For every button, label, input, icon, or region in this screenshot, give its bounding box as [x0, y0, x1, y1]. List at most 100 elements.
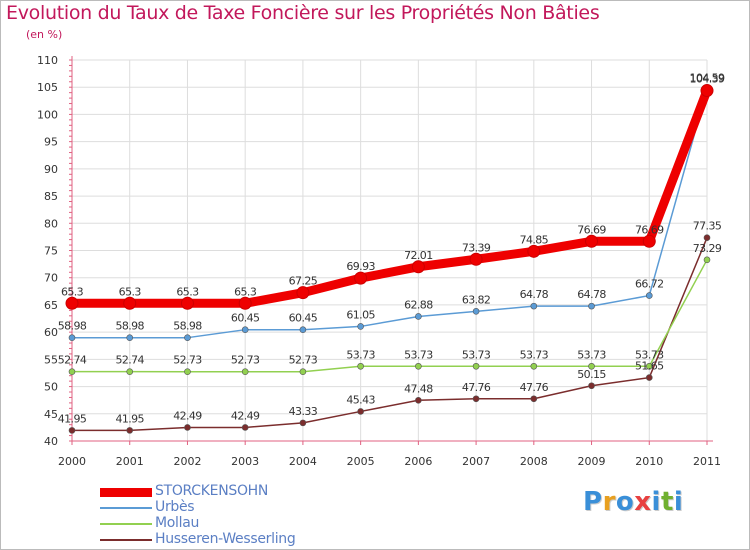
data-point — [469, 252, 483, 266]
data-point — [241, 424, 249, 431]
data-label: 73.39 — [462, 241, 491, 254]
x-tick-label: 2010 — [635, 455, 663, 468]
data-label: 76.69 — [635, 223, 664, 236]
legend-swatch — [100, 487, 152, 497]
x-tick-label: 2007 — [462, 455, 490, 468]
proxiti-logo: Proxiti — [583, 487, 684, 517]
data-point — [126, 368, 134, 375]
data-label: 42.49 — [173, 409, 202, 422]
y-tick-label: 100 — [37, 108, 58, 121]
data-point — [184, 334, 191, 341]
data-label: 53.73 — [346, 348, 375, 361]
series-line-urb-s — [71, 88, 708, 339]
y-tick-label: 70 — [44, 272, 58, 285]
x-tick-label: 2011 — [693, 455, 721, 468]
legend-swatch — [100, 507, 152, 509]
y-tick-label: 105 — [37, 81, 58, 94]
data-point — [184, 424, 191, 431]
data-label: 65.3 — [176, 285, 199, 298]
data-label: 74.85 — [520, 233, 549, 246]
data-point — [415, 396, 422, 404]
data-label: 66.72 — [635, 278, 664, 291]
chart-title: Evolution du Taux de Taxe Foncière sur l… — [6, 2, 600, 24]
data-label: 65.3 — [61, 285, 84, 298]
legend-label: STORCKENSOHN — [155, 483, 269, 499]
series-line-mollau — [71, 259, 708, 373]
data-point — [126, 334, 134, 341]
y-tick-label: 55 — [44, 353, 58, 366]
data-point — [68, 334, 76, 341]
data-label: 51.65 — [635, 360, 664, 373]
data-point — [411, 260, 425, 274]
data-label: 53.73 — [577, 348, 606, 361]
data-label: 77.35 — [693, 220, 722, 233]
y-tick-label: 95 — [44, 136, 58, 149]
data-label: 60.45 — [289, 312, 318, 325]
x-tick-label: 2005 — [347, 455, 375, 468]
data-point — [238, 296, 252, 310]
data-label: 76.69 — [577, 223, 606, 236]
data-point — [588, 362, 595, 370]
data-label: 104.59 — [690, 71, 725, 84]
data-point — [68, 368, 76, 375]
data-label: 58.98 — [115, 320, 144, 333]
data-label: 52.74 — [115, 354, 144, 367]
y-tick-label: 85 — [44, 190, 58, 203]
x-tick-label: 2002 — [173, 455, 201, 468]
legend-swatch — [100, 539, 152, 541]
series-line-storckensohn — [67, 86, 712, 308]
x-tick-label: 2004 — [289, 455, 317, 468]
data-point — [642, 234, 656, 248]
y-tick-label: 75 — [44, 245, 58, 258]
data-point — [415, 313, 422, 320]
data-label: 47.76 — [520, 381, 549, 394]
x-tick-label: 2006 — [404, 455, 432, 468]
data-point — [299, 326, 307, 333]
data-point — [123, 296, 137, 310]
data-label: 73.29 — [693, 242, 722, 255]
data-point — [241, 326, 249, 333]
data-label: 52.73 — [289, 354, 318, 367]
data-label: 58.98 — [58, 320, 87, 333]
x-tick-label: 2009 — [578, 455, 606, 468]
data-point — [68, 427, 76, 434]
data-point — [585, 234, 599, 248]
data-label: 65.3 — [234, 285, 257, 298]
data-label: 53.73 — [462, 348, 491, 361]
y-tick-label: 110 — [37, 54, 58, 67]
data-label: 67.25 — [289, 275, 318, 288]
data-label: 41.95 — [115, 412, 144, 425]
data-label: 62.88 — [404, 298, 433, 311]
data-point — [530, 302, 538, 310]
data-label: 52.73 — [231, 354, 260, 367]
data-label: 58.98 — [173, 320, 202, 333]
data-label: 64.78 — [520, 288, 549, 301]
data-label: 65.3 — [119, 285, 142, 298]
y-tick-label: 50 — [44, 381, 58, 394]
data-point — [472, 362, 480, 370]
data-point — [700, 84, 714, 98]
y-tick-label: 60 — [44, 326, 58, 339]
data-point — [184, 368, 191, 376]
data-point — [530, 362, 538, 370]
data-label: 60.45 — [231, 312, 260, 325]
data-point — [299, 419, 307, 427]
data-label: 52.73 — [173, 354, 202, 367]
y-tick-label: 45 — [44, 408, 58, 421]
data-point — [299, 368, 307, 376]
data-point — [65, 296, 79, 310]
legend-label: Urbès — [155, 499, 195, 515]
data-label: 47.76 — [462, 381, 491, 394]
data-label: 47.48 — [404, 382, 433, 395]
data-point — [472, 308, 480, 315]
x-tick-label: 2003 — [231, 455, 259, 468]
data-label: 69.93 — [346, 260, 375, 273]
y-tick-label: 40 — [44, 435, 58, 448]
data-point — [588, 382, 595, 390]
data-point — [703, 234, 711, 242]
data-point — [415, 362, 422, 370]
data-point — [645, 374, 653, 381]
x-tick-label: 2008 — [520, 455, 548, 468]
data-point — [296, 286, 310, 300]
